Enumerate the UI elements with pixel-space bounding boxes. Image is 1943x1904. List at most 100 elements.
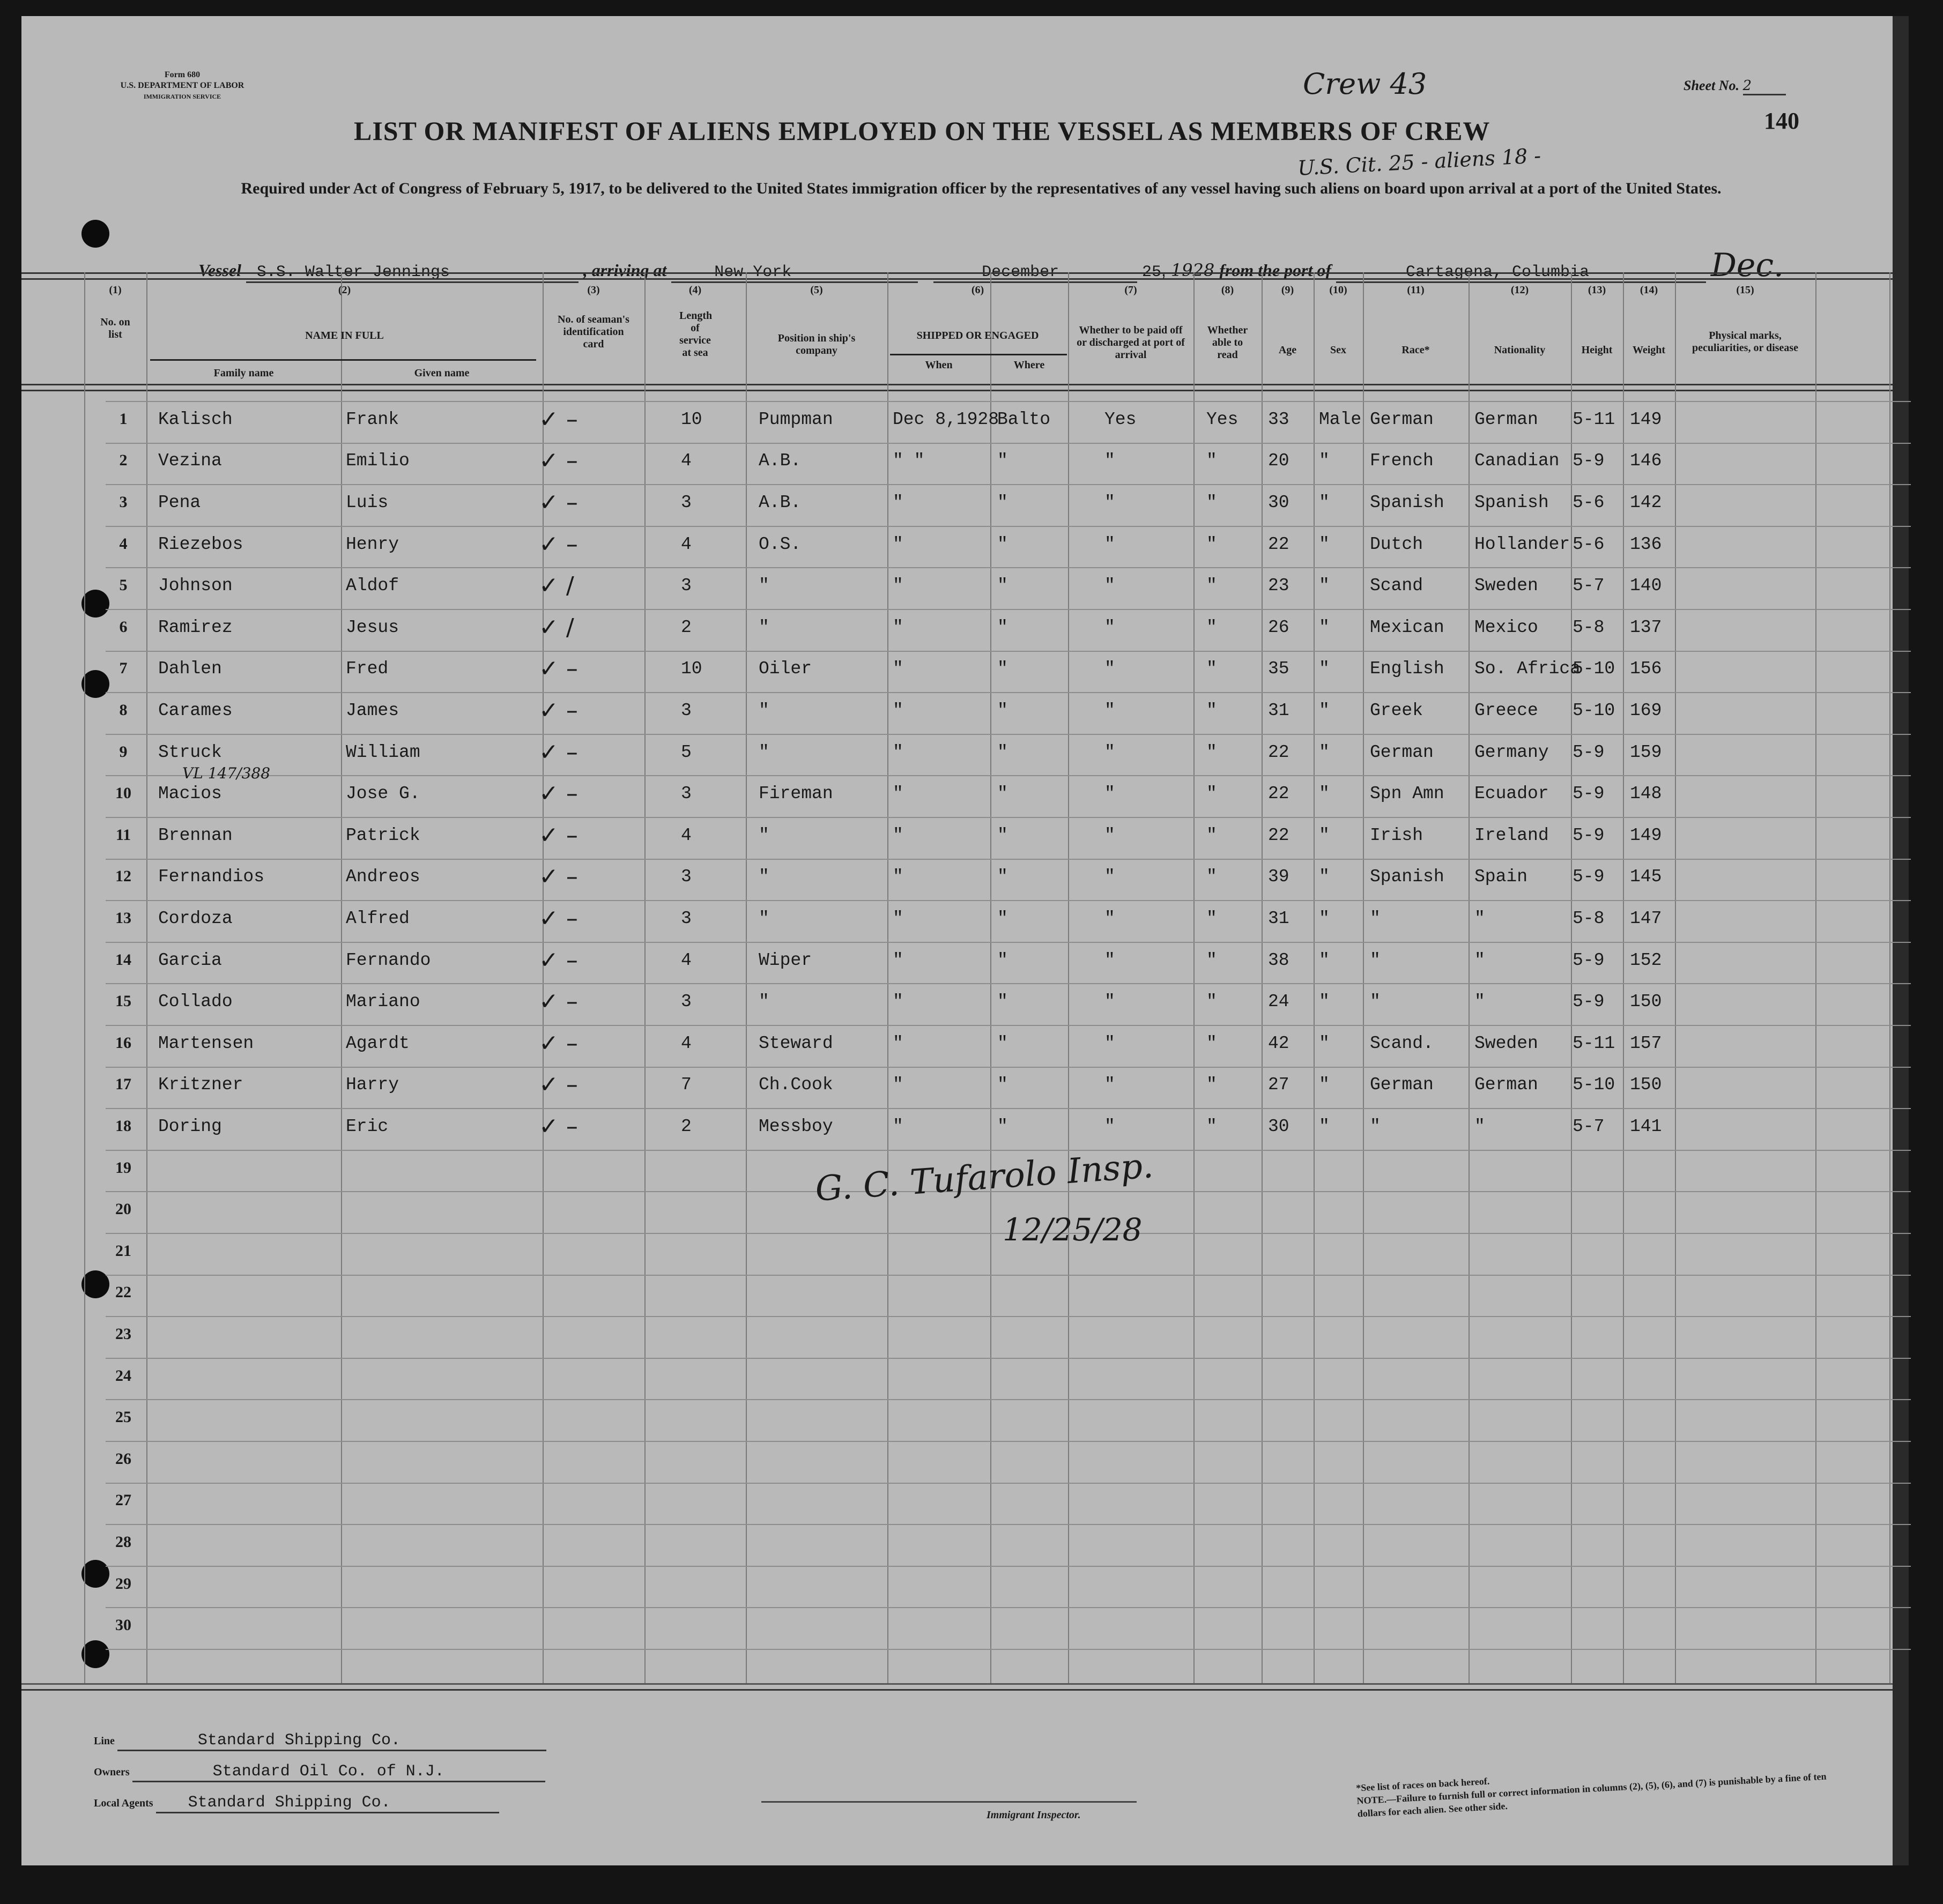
paid-off: " (1104, 534, 1115, 554)
row-rule (106, 567, 1911, 568)
row-annotation: VL 147/388 (182, 764, 271, 782)
sex: " (1319, 1117, 1330, 1136)
position: Pumpman (759, 410, 833, 429)
weight: 140 (1630, 576, 1662, 596)
nationality: " (1474, 950, 1485, 970)
family-name: Johnson (158, 576, 233, 596)
family-name: Brennan (158, 825, 233, 845)
row-rule (106, 1275, 1911, 1276)
nationality: Canadian (1474, 451, 1560, 471)
length-of-service: 4 (681, 534, 692, 554)
able-to-read: " (1206, 534, 1217, 554)
nationality: Ireland (1474, 825, 1549, 845)
family-name: Kritzner (158, 1075, 243, 1095)
agents-label: Local Agents (94, 1797, 153, 1809)
inspector-signature-line (761, 1801, 1137, 1803)
table-row: 8 Carames James ✓ – 3 " " " " " 31 " Greek Greece 5-10… (21, 699, 1893, 726)
id-card-check: ✓ – (539, 780, 578, 807)
header-when: When (925, 359, 953, 371)
length-of-service: 2 (681, 618, 692, 637)
header-able-to-read: Whether able to read (1207, 324, 1248, 361)
weight: 152 (1630, 950, 1662, 970)
shipped-where: " (997, 451, 1008, 471)
stamp-number: 140 (1764, 108, 1799, 134)
shipped-when: " (893, 618, 903, 637)
table-row: 11 Brennan Patrick ✓ – 4 " " " " " 22 " Irish Ireland… (21, 824, 1893, 851)
nationality: Germany (1474, 742, 1549, 762)
row-number: 27 (115, 1491, 131, 1509)
family-name: Struck (158, 742, 222, 762)
row-rule (106, 484, 1911, 485)
given-name: Luis (346, 493, 389, 512)
given-name: James (346, 701, 399, 720)
length-of-service: 2 (681, 1117, 692, 1136)
header-where: Where (1013, 359, 1045, 371)
race: Mexican (1370, 618, 1444, 637)
id-card-check: ✓ – (539, 655, 578, 682)
table-row: 14 Garcia Fernando ✓ – 4 Wiper " " " " 38 " " " 5-9 152 (21, 947, 1893, 976)
shipped-where: " (997, 784, 1008, 804)
age: 39 (1268, 867, 1289, 887)
column-number: (11) (1407, 284, 1425, 296)
length-of-service: 3 (681, 493, 692, 512)
shipped-header-rule (890, 354, 1067, 355)
age: 22 (1268, 825, 1289, 845)
row-rule (106, 900, 1911, 901)
family-name: Collado (158, 992, 233, 1011)
shipped-when: " (893, 1075, 903, 1095)
position: Wiper (759, 950, 812, 970)
row-rule (106, 1150, 1911, 1151)
able-to-read: " (1206, 493, 1217, 512)
shipped-where: " (997, 618, 1008, 637)
row-number: 13 (115, 909, 131, 927)
race: German (1370, 1075, 1434, 1095)
column-divider (1623, 272, 1624, 1683)
length-of-service: 10 (681, 659, 702, 679)
race: French (1370, 451, 1434, 471)
race: Irish (1370, 825, 1423, 845)
able-to-read: " (1206, 659, 1217, 679)
column-divider (1571, 272, 1572, 1683)
position: Oiler (759, 659, 812, 679)
nationality: Ecuador (1474, 784, 1549, 804)
nationality: German (1474, 1075, 1538, 1095)
row-rule (106, 1607, 1911, 1608)
table-row: 17 Kritzner Harry ✓ – 7 Ch.Cook " " " " 27 " German G… (21, 1073, 1893, 1100)
table-row: 12 Fernandios Andreos ✓ – 3 " " " " " 39 " Spanish Sp… (21, 865, 1893, 892)
race: Dutch (1370, 534, 1423, 554)
row-number: 2 (119, 451, 128, 469)
position: Steward (759, 1033, 833, 1053)
row-number: 10 (115, 784, 131, 802)
header-position: Position in ship's company (777, 332, 856, 356)
shipped-where: Balto (997, 410, 1051, 429)
id-card-check: ✓ – (539, 1030, 578, 1057)
row-number: 14 (115, 951, 131, 969)
punch-hole (81, 1270, 109, 1298)
age: 27 (1268, 1075, 1289, 1095)
sex: " (1319, 742, 1330, 762)
crew-table: (1) (2) (3) (4) (5) (6) (7) (8) (9) (10) (11) (12) (… (21, 16, 1911, 1865)
id-card-check: ✓ – (539, 947, 578, 974)
column-number: (1) (109, 284, 122, 296)
nationality: " (1474, 992, 1485, 1011)
height: 5-7 (1573, 1117, 1605, 1136)
paid-off: " (1104, 618, 1115, 637)
column-number: (9) (1281, 284, 1294, 296)
table-row: 2 Vezina Emilio ✓ – 4 A.B. " " " " " 20 " French Cana… (21, 449, 1893, 476)
nationality: So. Africa (1474, 659, 1581, 679)
column-number: (7) (1124, 284, 1137, 296)
table-row: 6 Ramirez Jesus ✓ / 2 " " " " " 26 " Mexican Mexico 5-… (21, 616, 1893, 643)
length-of-service: 10 (681, 410, 702, 429)
age: 22 (1268, 534, 1289, 554)
punch-hole (81, 670, 109, 698)
row-number: 16 (115, 1034, 131, 1052)
agents-value: Standard Shipping Co. (155, 1794, 499, 1813)
paid-off: " (1104, 867, 1115, 887)
position: Messboy (759, 1117, 833, 1136)
row-number: 20 (115, 1200, 131, 1218)
table-row: 16 Martensen Agardt ✓ – 4 Steward " " " " 42 " Scand… (21, 1030, 1893, 1059)
length-of-service: 3 (681, 992, 692, 1011)
id-card-check: ✓ – (539, 1113, 578, 1140)
given-name: Alfred (346, 909, 410, 928)
shipped-when: " (893, 659, 903, 679)
